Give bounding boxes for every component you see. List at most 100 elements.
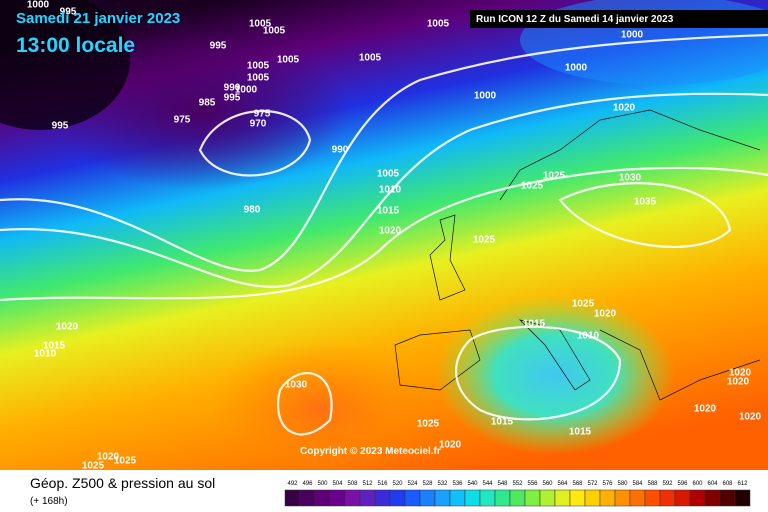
isobar-label: 995: [210, 41, 227, 52]
scale-swatch: [464, 489, 481, 507]
scale-label: 580: [617, 481, 628, 487]
scale-label: 536: [452, 481, 463, 487]
run-info: Run ICON 12 Z du Samedi 14 janvier 2023: [476, 14, 674, 25]
isobar-label: 1005: [427, 19, 450, 30]
isobar-label: 975: [254, 109, 271, 120]
isobar-label: 1005: [359, 53, 382, 64]
isobar-label: 1035: [634, 197, 657, 208]
scale-swatch: [539, 489, 556, 507]
copyright: Copyright © 2023 Meteociel.fr: [300, 446, 441, 457]
isobar-label: 1005: [277, 55, 300, 66]
scale-swatch: [599, 489, 616, 507]
scale-swatch: [704, 489, 721, 507]
isobar-label: 970: [250, 119, 267, 130]
legend-title: Géop. Z500 & pression au sol: [30, 475, 215, 491]
scale-swatch: [689, 489, 706, 507]
isobar-label: 1020: [694, 404, 717, 415]
isobar-label: 1005: [247, 73, 270, 84]
scale-label: 540: [467, 481, 478, 487]
isobar-label: 1010: [34, 349, 57, 360]
scale-label: 600: [692, 481, 703, 487]
scale-label: 572: [587, 481, 598, 487]
scale-swatch: [524, 489, 541, 507]
isobar-label: 985: [199, 98, 216, 109]
scale-label: 576: [602, 481, 613, 487]
scale-swatch: [404, 489, 421, 507]
isobar-label: 1005: [377, 169, 400, 180]
scale-label: 568: [572, 481, 583, 487]
scale-swatch: [314, 489, 331, 507]
scale-label: 528: [422, 481, 433, 487]
scale-label: 532: [437, 481, 448, 487]
isobar-label: 1020: [594, 309, 617, 320]
legend-subtitle: (+ 168h): [30, 496, 68, 507]
scale-label: 548: [497, 481, 508, 487]
mediterranean-low: [435, 295, 675, 455]
scale-label: 496: [302, 481, 313, 487]
isobar-label: 1025: [417, 419, 440, 430]
scale-label: 560: [542, 481, 553, 487]
isobar-label: 1025: [82, 461, 105, 472]
scale-swatch: [509, 489, 526, 507]
isobar-label: 995: [60, 7, 77, 18]
isobar-label: 1000: [474, 91, 497, 102]
scale-label: 592: [662, 481, 673, 487]
scale-label: 544: [482, 481, 493, 487]
scale-label: 556: [527, 481, 538, 487]
isobar-label: 1020: [56, 322, 79, 333]
cold-core: [0, 0, 130, 130]
isobar-label: 1025: [572, 299, 595, 310]
isobar-label: 1020: [729, 368, 752, 379]
color-scale: 492 496 500 504 508 512 516 520 524 528 532 536 540 5…: [284, 481, 751, 507]
isobar-label: 1020: [613, 103, 636, 114]
isobar-label: 1020: [727, 377, 750, 388]
isobar-label: 1020: [379, 226, 402, 237]
scale-swatch: [674, 489, 691, 507]
isobar-label: 1030: [285, 380, 308, 391]
scale-label: 564: [557, 481, 568, 487]
scale-label: 512: [362, 481, 373, 487]
isobar-label: 980: [244, 205, 261, 216]
scale-swatch: [644, 489, 661, 507]
isobar-label: 1000: [621, 30, 644, 41]
scale-label: 508: [347, 481, 358, 487]
scale-swatch: [359, 489, 376, 507]
isobar-label: 1000: [27, 0, 50, 11]
scale-label: 492: [287, 481, 298, 487]
isobar-label: 1015: [43, 341, 66, 352]
scale-label: 588: [647, 481, 658, 487]
isobar-label: 1005: [249, 19, 272, 30]
scale-swatch: [629, 489, 646, 507]
scale-label: 608: [722, 481, 733, 487]
isobar-label: 1015: [523, 319, 546, 330]
scale-swatch: [494, 489, 511, 507]
isobar-label: 995: [224, 93, 241, 104]
atlantic-high: [210, 340, 430, 480]
isobar-label: 990: [224, 83, 241, 94]
forecast-time: 13:00 locale: [16, 34, 135, 57]
isobar-label: 1000: [565, 63, 588, 74]
isobar-label: 995: [52, 121, 69, 132]
isobar-label: 1030: [619, 173, 642, 184]
isobar-label: 1015: [377, 206, 400, 217]
isobar-label: 1010: [379, 185, 402, 196]
scale-swatch: [719, 489, 736, 507]
isobar-label: 1000: [235, 85, 258, 96]
scale-swatch: [569, 489, 586, 507]
isobar-label: 1025: [473, 235, 496, 246]
scale-swatch: [344, 489, 361, 507]
scale-label: 584: [632, 481, 643, 487]
isobar-label: 1005: [247, 61, 270, 72]
isobar-label: 1025: [521, 181, 544, 192]
isobar-label: 1020: [739, 412, 762, 423]
isobar-label: 1015: [491, 417, 514, 428]
isobars: [0, 33, 768, 436]
scale-label: 604: [707, 481, 718, 487]
scale-swatch: [659, 489, 676, 507]
scale-label: 500: [317, 481, 328, 487]
scale-label: 552: [512, 481, 523, 487]
run-banner: [470, 10, 768, 28]
scale-label: 524: [407, 481, 418, 487]
scale-swatch: [434, 489, 451, 507]
